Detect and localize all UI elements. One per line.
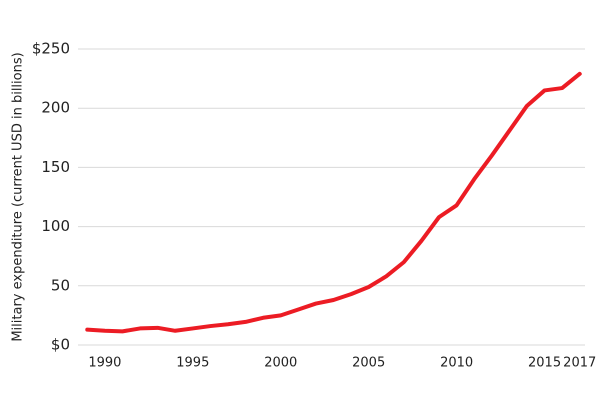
x-tick-label: 2010: [440, 356, 473, 371]
y-tick-label: 50: [51, 276, 70, 294]
data-line: [85, 71, 582, 334]
x-tick-label: 2005: [352, 356, 385, 371]
y-tick-label: $0: [51, 336, 70, 354]
x-tick-label: 2015: [528, 356, 561, 371]
y-tick-label: 200: [41, 99, 70, 117]
y-axis-label: Military expenditure (current USD in bil…: [11, 52, 26, 341]
x-tick-label: 1990: [88, 356, 121, 371]
y-tick-label: 100: [41, 217, 70, 235]
y-tick-label: 150: [41, 158, 70, 176]
x-tick-label: 1995: [176, 356, 209, 371]
x-tick-label: 2000: [264, 356, 297, 371]
x-tick-label: 2017: [563, 356, 596, 371]
y-tick-label: $250: [32, 40, 70, 58]
